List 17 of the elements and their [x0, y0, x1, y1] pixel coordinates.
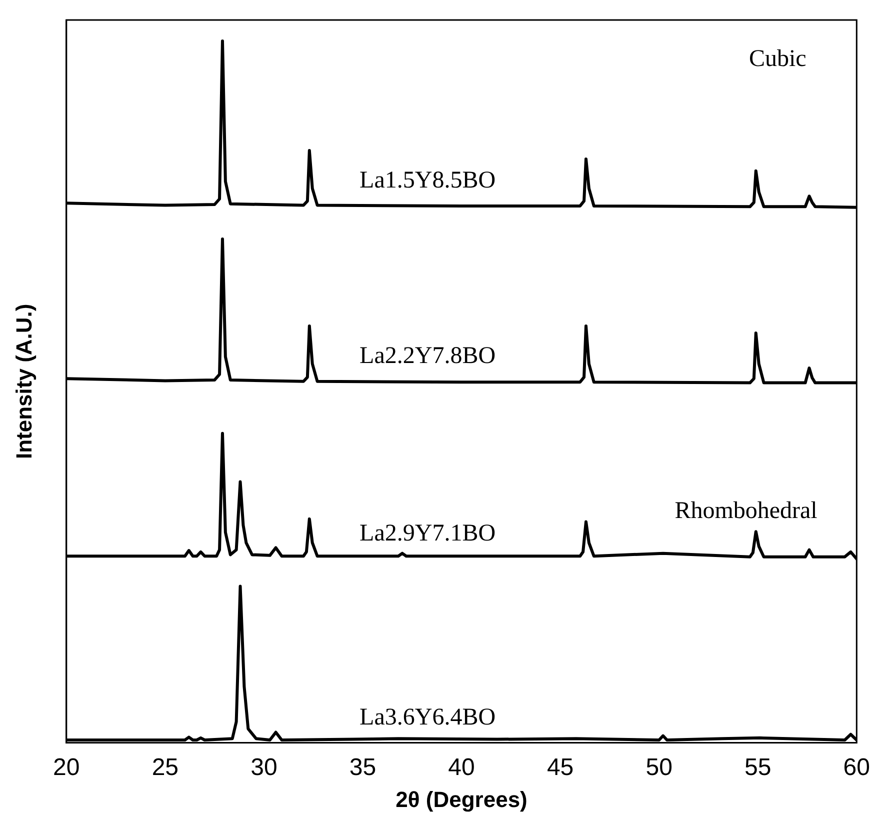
series-label: La3.6Y6.4BO [360, 704, 496, 730]
annotation: Rhombohedral [674, 498, 818, 524]
x-tick-label: 25 [152, 754, 179, 781]
x-tick-label: 55 [744, 754, 772, 781]
x-tick-label: 30 [250, 754, 278, 781]
x-tick-label: 45 [546, 754, 574, 781]
series-label: La1.5Y8.5BO [360, 167, 496, 194]
x-axis-title: 2θ (Degrees) [396, 786, 528, 812]
x-tick-label: 40 [448, 754, 475, 781]
x-tick-label: 20 [53, 754, 80, 781]
series-label: La2.9Y7.1BO [360, 520, 496, 546]
annotation: Cubic [748, 46, 806, 72]
x-tick-label: 60 [843, 754, 870, 781]
y-axis-title: Intensity (A.U.) [11, 304, 36, 460]
series-label: La2.2Y7.8BO [360, 342, 496, 369]
x-tick-label: 50 [646, 754, 672, 781]
x-tick-label: 35 [349, 754, 376, 781]
